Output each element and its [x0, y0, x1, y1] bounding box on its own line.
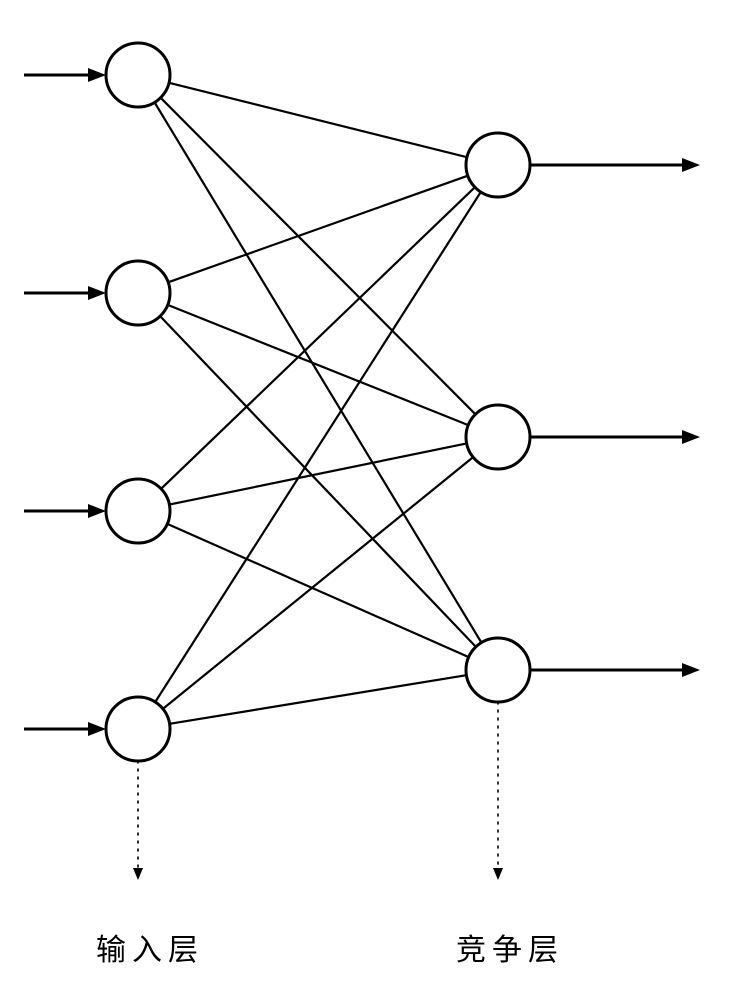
- edge: [168, 305, 469, 425]
- dashed-pointer-head: [133, 868, 143, 880]
- edge: [161, 187, 475, 489]
- input-node: [106, 43, 170, 107]
- nodes-group: [106, 43, 530, 761]
- edge: [169, 83, 467, 157]
- output-layer-label: 竞争层: [456, 925, 564, 969]
- output-node: [466, 133, 530, 197]
- input-layer-label: 输入层: [96, 925, 204, 969]
- input-arrow-head: [88, 286, 106, 300]
- input-arrow-head: [88, 68, 106, 82]
- dashed-pointers-group: [133, 702, 503, 880]
- input-arrow-head: [88, 722, 106, 736]
- edges-group: [155, 83, 482, 724]
- edge: [168, 176, 468, 283]
- dashed-pointer-head: [493, 868, 503, 880]
- input-node: [106, 697, 170, 761]
- output-arrow-head: [682, 663, 700, 677]
- input-arrow-head: [88, 504, 106, 518]
- input-node: [106, 261, 170, 325]
- output-node: [466, 638, 530, 702]
- arrows-group: [24, 68, 700, 736]
- input-node: [106, 479, 170, 543]
- edge: [169, 443, 466, 504]
- output-node: [466, 405, 530, 469]
- output-arrow-head: [682, 158, 700, 172]
- output-arrow-head: [682, 430, 700, 444]
- edge: [170, 675, 467, 724]
- edge: [163, 457, 473, 709]
- network-diagram: [0, 0, 730, 1000]
